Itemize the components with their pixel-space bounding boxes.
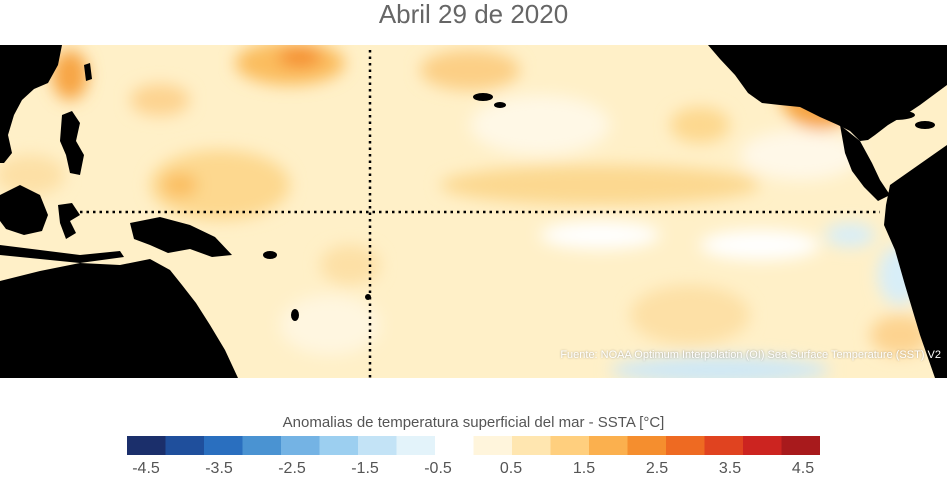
colorbar-tick: 0.5 <box>499 460 523 477</box>
data-source-note: Fuente: NOAA Optimum Interpolation (OI) … <box>560 349 941 361</box>
colorbar-tick: 1.5 <box>572 460 596 477</box>
colorbar-tick: -2.5 <box>278 460 306 477</box>
java-islands <box>0 245 124 263</box>
colorbar-swatch <box>550 436 590 455</box>
colorbar-swatch <box>743 436 782 455</box>
colorbar-tick: -4.5 <box>132 460 160 477</box>
anomaly-field <box>0 45 930 378</box>
australia <box>0 259 238 378</box>
colorbar-swatch <box>165 436 205 455</box>
colorbar-swatch <box>127 436 166 455</box>
colorbar-tick: -1.5 <box>351 460 379 477</box>
colorbar-swatch <box>704 436 744 455</box>
colorbar-ticks: -4.5 -3.5 -2.5 -1.5 -0.5 0.5 1.5 2.5 3.5… <box>0 460 947 480</box>
colorbar-tick: -0.5 <box>424 460 452 477</box>
colorbar-swatch <box>435 436 474 455</box>
colorbar-tick: -3.5 <box>205 460 233 477</box>
taiwan <box>84 63 92 81</box>
central-america <box>840 125 890 201</box>
colorbar-swatch <box>666 436 705 455</box>
borneo <box>0 185 48 235</box>
colorbar-swatch <box>627 436 667 455</box>
colorbar-swatch <box>242 436 282 455</box>
colorbar-tick: 2.5 <box>645 460 669 477</box>
sulawesi <box>58 203 80 239</box>
colorbar-swatch <box>319 436 359 455</box>
colorbar-tick: 4.5 <box>791 460 815 477</box>
colorbar-swatch <box>512 436 551 455</box>
colorbar-tick: 3.5 <box>718 460 742 477</box>
colorbar-swatch <box>589 436 628 455</box>
colorbar-label: Anomalias de temperatura superficial del… <box>282 414 665 431</box>
colorbar-swatch <box>358 436 397 455</box>
south-america <box>884 145 947 378</box>
colorbar-swatch <box>281 436 320 455</box>
colorbar-swatch <box>396 436 436 455</box>
colorbar-swatch <box>473 436 513 455</box>
colorbar-swatch <box>204 436 243 455</box>
new-guinea <box>130 217 232 257</box>
colorbar-swatch <box>781 436 820 455</box>
asia-landmass <box>0 45 62 163</box>
philippines <box>60 111 84 175</box>
colorbar <box>127 436 820 455</box>
reference-lines <box>80 50 880 378</box>
land-masses <box>0 45 947 378</box>
sst-anomaly-map <box>0 45 947 378</box>
map-title: Abril 29 de 2020 <box>378 0 569 29</box>
